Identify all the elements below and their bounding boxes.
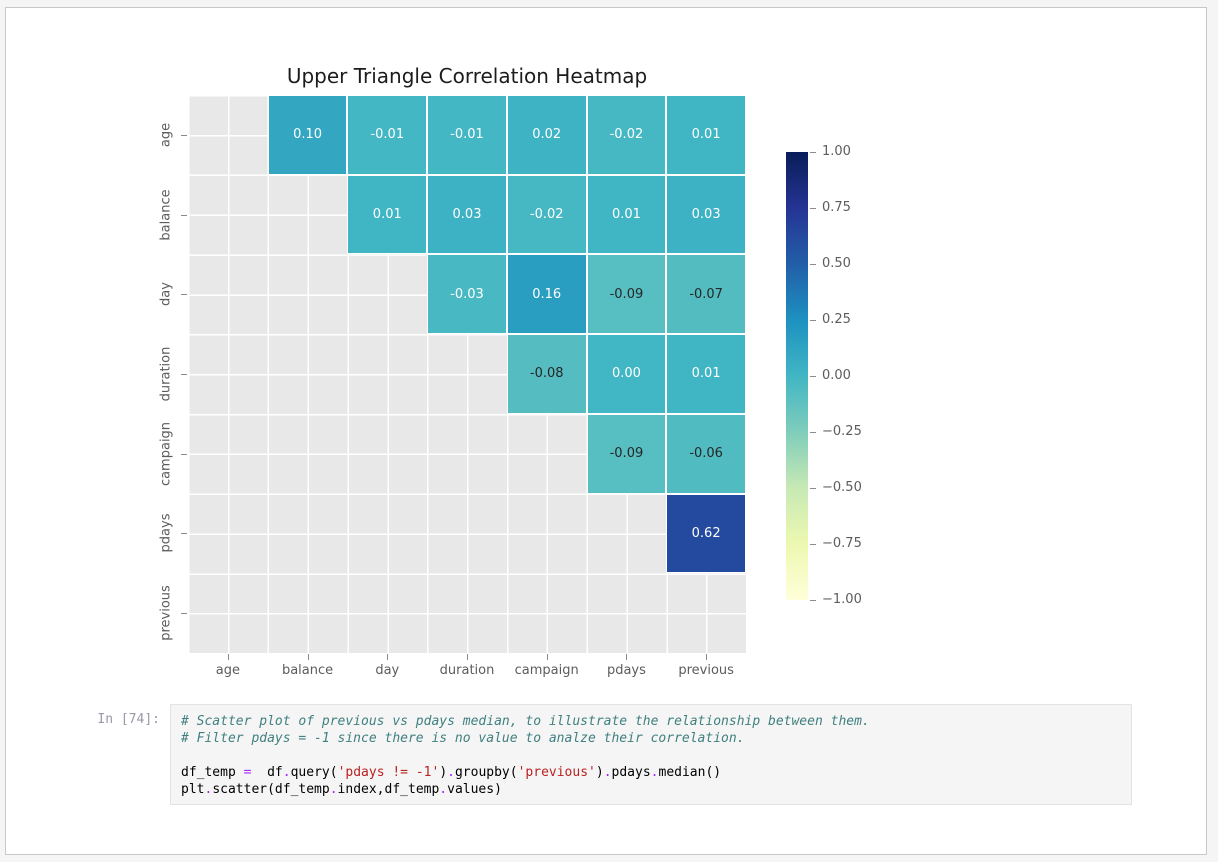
x-tick-mark <box>387 654 389 660</box>
colorbar-tick-label: 1.00 <box>822 144 851 159</box>
x-tick-mark <box>706 654 708 660</box>
colorbar-tick-mark <box>810 488 816 489</box>
y-tick-label-campaign: campaign <box>158 421 174 486</box>
heatmap-cell-age-balance: 0.10 <box>267 95 348 175</box>
code-cell-input[interactable]: # Scatter plot of previous vs pdays medi… <box>170 704 1132 805</box>
y-tick-label-duration: duration <box>158 346 174 402</box>
heatmap-cell-duration-previous: 0.01 <box>666 334 746 414</box>
colorbar-tick-label: 0.75 <box>822 200 851 215</box>
code-line: df_temp = df.query('pdays != -1').groupb… <box>181 765 722 780</box>
y-tick-mark <box>181 214 187 216</box>
y-tick-mark <box>181 533 187 535</box>
heatmap-cell-day-previous: -0.07 <box>666 254 746 335</box>
colorbar <box>786 152 808 600</box>
y-tick-label-pdays: pdays <box>158 513 174 553</box>
heatmap-cell-pdays-previous: 0.62 <box>666 493 746 574</box>
heatmap-cell-duration-pdays: 0.00 <box>586 334 667 414</box>
colorbar-tick-label: −0.50 <box>822 480 862 495</box>
y-tick-mark <box>181 134 187 136</box>
heatmap-cell-balance-pdays: 0.01 <box>586 174 667 255</box>
x-tick-label-pdays: pdays <box>606 663 646 678</box>
x-tick-label-day: day <box>375 663 400 678</box>
code-line: plt.scatter(df_temp.index,df_temp.values… <box>181 782 502 797</box>
heatmap-cell-balance-duration: 0.03 <box>427 174 507 255</box>
figure-title: Upper Triangle Correlation Heatmap <box>286 64 648 88</box>
y-tick-mark <box>181 453 187 455</box>
x-tick-mark <box>307 654 309 660</box>
colorbar-tick-mark <box>810 208 816 209</box>
heatmap-cell-day-pdays: -0.09 <box>586 254 667 335</box>
y-tick-label-previous: previous <box>158 585 174 641</box>
x-tick-label-previous: previous <box>678 663 734 678</box>
y-tick-mark <box>181 613 187 615</box>
colorbar-tick-label: 0.00 <box>822 368 851 383</box>
heatmap-cell-age-pdays: -0.02 <box>586 95 667 175</box>
heatmap-cell-campaign-previous: -0.06 <box>666 413 746 494</box>
colorbar-tick-label: 0.25 <box>822 312 851 327</box>
heatmap-cell-balance-day: 0.01 <box>347 174 428 255</box>
colorbar-tick-mark <box>810 600 816 601</box>
heatmap-cell-day-campaign: 0.16 <box>506 254 587 335</box>
code-line: # Scatter plot of previous vs pdays medi… <box>181 714 870 729</box>
code-editor[interactable]: # Scatter plot of previous vs pdays medi… <box>171 705 1131 806</box>
y-tick-mark <box>181 374 187 375</box>
y-tick-label-day: day <box>158 282 174 307</box>
colorbar-tick-mark <box>810 432 816 433</box>
heatmap-cell-age-previous: 0.01 <box>666 95 746 175</box>
colorbar-tick-label: 0.50 <box>822 256 851 271</box>
x-tick-label-age: age <box>215 663 240 678</box>
colorbar-tick-mark <box>810 544 816 545</box>
y-tick-label-age: age <box>158 122 174 147</box>
x-tick-mark <box>227 654 229 660</box>
x-tick-mark <box>626 654 628 660</box>
x-tick-label-campaign: campaign <box>514 663 579 678</box>
colorbar-tick-mark <box>810 376 816 377</box>
heatmap-cell-age-campaign: 0.02 <box>506 95 587 175</box>
input-prompt: In [74]: <box>97 712 160 727</box>
x-tick-mark <box>546 654 548 660</box>
colorbar-tick-label: −0.25 <box>822 424 862 439</box>
heatmap-cell-balance-campaign: -0.02 <box>506 174 587 255</box>
colorbar-tick-mark <box>810 264 816 265</box>
y-tick-label-balance: balance <box>158 188 174 241</box>
heatmap-cell-campaign-pdays: -0.09 <box>586 413 667 494</box>
heatmap-axes: 0.10 -0.01 -0.01 0.02 -0.02 0.01 0.01 0.03 -0.02… <box>188 95 746 653</box>
heatmap-cell-age-duration: -0.01 <box>427 95 507 175</box>
y-tick-mark <box>181 294 187 296</box>
x-tick-label-duration: duration <box>439 663 495 678</box>
heatmap-cell-age-day: -0.01 <box>347 95 428 175</box>
x-tick-label-balance: balance <box>281 663 334 678</box>
colorbar-tick-mark <box>810 152 816 153</box>
heatmap-cell-balance-previous: 0.03 <box>666 174 746 255</box>
x-tick-mark <box>467 654 468 660</box>
code-line: # Filter pdays = -1 since there is no va… <box>181 731 745 746</box>
heatmap-cell-duration-campaign: -0.08 <box>506 334 587 414</box>
colorbar-tick-mark <box>810 320 816 321</box>
colorbar-tick-label: −1.00 <box>822 592 862 607</box>
heatmap-cell-day-duration: -0.03 <box>427 254 507 335</box>
code-line <box>181 747 1121 764</box>
colorbar-tick-label: −0.75 <box>822 536 862 551</box>
